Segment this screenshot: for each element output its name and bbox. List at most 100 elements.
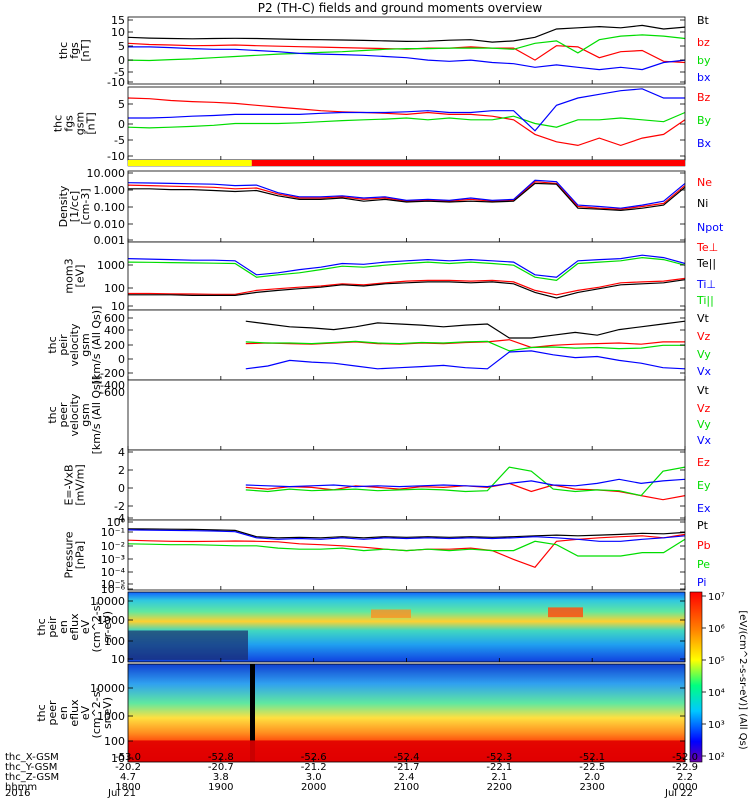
x-axis-row-label: thc_Y-GSM	[5, 762, 57, 773]
colorbar-tick-label: 10⁷	[708, 592, 725, 603]
x-axis-value: -22.9	[672, 762, 698, 773]
legend-ne: Ne	[697, 176, 712, 189]
y-axis-label: eV	[79, 619, 92, 634]
colorbar-tick-label: 10³	[708, 720, 725, 731]
legend-ti⊥: Ti⊥	[696, 278, 716, 291]
legend-by: by	[697, 54, 711, 67]
y-axis-label: thc	[46, 336, 59, 353]
legend-bz: Bz	[697, 91, 711, 104]
y-tick-label: 0	[118, 54, 125, 67]
colorbar-tick-label: 10²	[708, 752, 725, 763]
y-tick-label: -200	[100, 367, 125, 380]
y-axis-label: thc	[35, 704, 48, 721]
y-tick-label: -400	[100, 379, 125, 392]
x-axis-value: 3.0	[306, 772, 322, 783]
x-axis-value: 3.8	[213, 772, 229, 783]
series-line-ti||	[127, 256, 686, 282]
x-axis-value: 2200	[487, 782, 512, 793]
y-tick-label: 1000	[97, 259, 125, 272]
y-tick-label: 10⁻³	[101, 553, 125, 566]
quality-segment	[128, 160, 252, 166]
quality-bar	[128, 160, 685, 166]
y-tick-label: 5	[118, 98, 125, 111]
y-tick-label: 1000	[97, 710, 125, 723]
x-axis-value: 1900	[208, 782, 233, 793]
legend-bx: bx	[697, 71, 711, 84]
y-axis-label: [1/cc]	[68, 191, 81, 222]
series-line-ey	[245, 466, 686, 497]
panel-3: 10.000 1.000 0.100 0.010 0.001 Density[1/cc][…	[57, 167, 724, 247]
x-axis: thc_X-GSM -53.0 -52.8 -52.6 -52.4 -52.3 -52.1-…	[5, 752, 698, 799]
y-tick-label: 0.001	[94, 234, 126, 247]
figure-title: P2 (TH-C) fields and ground moments over…	[258, 1, 543, 15]
x-axis-value: -52.8	[208, 752, 234, 763]
y-tick-label: 10⁻⁴	[101, 566, 126, 579]
y-axis-label: thc	[35, 618, 48, 635]
y-tick-label: 100	[104, 735, 125, 748]
y-tick-label: 10.000	[87, 167, 126, 180]
legend-pt: Pt	[697, 519, 709, 532]
y-axis-label: [km/s (All Qs)]	[90, 376, 103, 455]
y-tick-label: 1.000	[94, 184, 126, 197]
plot-area	[128, 450, 685, 520]
spectrogram-band	[128, 740, 685, 762]
y-axis-label: fgs	[68, 42, 81, 59]
x-axis-date-last: Jul 22	[664, 788, 693, 799]
panel-4: 1000 100 10 mom3[eV] Te⊥ Te|| Ti⊥ Ti||	[63, 241, 719, 313]
legend-ez: Ez	[697, 456, 710, 469]
x-axis-value: 0000	[672, 782, 697, 793]
y-axis-label: en	[57, 706, 70, 720]
y-tick-label: 10⁰	[107, 516, 126, 529]
y-axis-label: [eV]	[74, 265, 87, 288]
series-line-npot	[127, 179, 686, 209]
panel-10: 10000 1000 100 10 thcpeerenefluxeV(cm^2-s-sr…	[35, 663, 686, 765]
y-axis-label: (cm^2-s-	[90, 602, 103, 653]
y-axis-label: velocity	[68, 393, 81, 436]
legend-vz: Vz	[697, 402, 711, 415]
legend-vy: Vy	[697, 418, 711, 431]
y-axis-label: gsm	[74, 112, 87, 135]
x-axis-value: -20.2	[115, 762, 141, 773]
legend-by: By	[697, 114, 712, 127]
plot-area	[128, 310, 685, 380]
x-axis-row-label: thc_X-GSM	[5, 752, 59, 763]
y-tick-label: -10	[107, 76, 125, 89]
y-axis-label: thc	[46, 406, 59, 423]
y-axis-label: [nT]	[79, 39, 92, 61]
y-axis-label: (cm^2-s-	[90, 688, 103, 739]
y-axis-label: [cm-3]	[79, 188, 92, 224]
series-line-bx	[128, 88, 685, 132]
y-tick-label: 10⁻¹	[101, 526, 125, 539]
legend-vx: Vx	[697, 365, 712, 378]
y-axis-label: peer	[57, 402, 70, 428]
y-axis-label: Pressure	[63, 531, 76, 578]
y-tick-label: 10⁻²	[101, 540, 125, 553]
y-tick-label: 10⁻⁶	[101, 583, 126, 596]
x-axis-value: -22.1	[486, 762, 512, 773]
x-axis-value: -53.0	[115, 752, 141, 763]
x-axis-value: -21.2	[301, 762, 327, 773]
series-line-bx	[128, 46, 686, 71]
y-tick-label: 10000	[90, 595, 125, 608]
y-tick-label: 0.100	[94, 201, 126, 214]
y-axis-label: velocity	[68, 323, 81, 366]
series-line-pi	[127, 529, 686, 542]
y-tick-label: 600	[104, 312, 125, 325]
x-axis-row-label: hhmm	[5, 782, 37, 793]
legend-bx: Bx	[697, 137, 712, 150]
legend-vz: Vz	[697, 330, 711, 343]
legend-pb: Pb	[697, 539, 711, 552]
x-axis-value: 2.4	[399, 772, 415, 783]
series-line-vx	[245, 350, 686, 370]
colorbar-ticks: 10⁷ 10⁶ 10⁵ 10⁴ 10³ 10²	[702, 592, 725, 763]
y-axis-label: [mV/m]	[74, 464, 87, 505]
y-axis-label: peir	[57, 334, 70, 356]
series-line-bt	[127, 24, 686, 43]
y-axis-label: en	[57, 620, 70, 634]
y-axis-label: [km/s (All Qs)]	[90, 306, 103, 385]
y-tick-label: 0	[118, 118, 125, 131]
y-axis-label: thc	[57, 42, 70, 59]
